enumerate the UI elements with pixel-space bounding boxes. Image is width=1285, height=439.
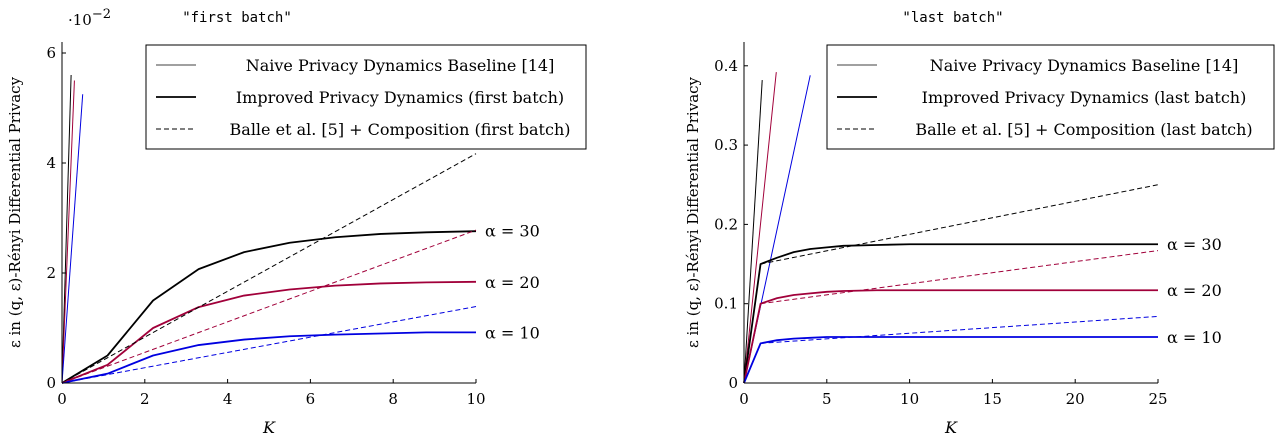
series-line-balle-alpha-10 [61, 306, 477, 384]
x-tick-label: 8 [388, 390, 398, 408]
series-line-naive-alpha-20 [743, 72, 777, 384]
legend-box [826, 44, 1275, 150]
x-tick-label: 4 [223, 390, 233, 408]
legend-label: Improved Privacy Dynamics (last batch) [922, 88, 1247, 107]
series-line-improved-alpha-20 [61, 280, 477, 384]
series-line-naive-alpha-30 [61, 74, 72, 384]
x-tick-label: 20 [1066, 390, 1085, 408]
legend-label: Balle et al. [5] + Composition (first ba… [230, 120, 571, 139]
chart-panel-1: "first batch" 0 2 4 6 8 10 0 2 4 6 Kε in (q, ε)-Rén… [6, 7, 587, 437]
series-line-improved-alpha-30 [743, 243, 1158, 384]
alpha-label: α = 30 [485, 222, 540, 241]
y-tick-label: 0.4 [714, 57, 738, 75]
x-tick-label: 15 [983, 390, 1002, 408]
chart-title: "last batch" [902, 10, 1003, 26]
legend-label: Naive Privacy Dynamics Baseline [14] [246, 56, 555, 75]
x-axis-label: K [944, 418, 958, 437]
y-axis-label: ε in (q, ε)-Rényi Differential Privacy [684, 76, 702, 348]
y-tick-label: 6 [46, 44, 56, 62]
alpha-label: α = 20 [1167, 281, 1222, 300]
y-axis-multiplier: ·10−2 [68, 7, 111, 29]
chart-title: "first batch" [182, 10, 292, 26]
x-tick-label: 25 [1148, 390, 1167, 408]
legend-label: Naive Privacy Dynamics Baseline [14] [930, 56, 1239, 75]
x-tick-label: 6 [306, 390, 316, 408]
multiplier-exponent: −2 [92, 7, 111, 22]
legend: Naive Privacy Dynamics Baseline [14] Impr… [826, 44, 1275, 150]
alpha-label: α = 30 [1167, 235, 1222, 254]
series-line-improved-alpha-10 [743, 336, 1158, 384]
y-tick-label: 0 [728, 374, 738, 392]
series-line-naive-alpha-20 [61, 80, 75, 384]
series-line-improved-alpha-20 [743, 289, 1158, 384]
alpha-label: α = 10 [1167, 328, 1222, 347]
series-line-improved-alpha-30 [61, 230, 477, 384]
y-tick-label: 0.2 [714, 215, 738, 233]
alpha-label: α = 10 [485, 323, 540, 342]
x-tick-label: 2 [140, 390, 150, 408]
series-line-naive-alpha-10 [61, 94, 84, 384]
series-line-balle-alpha-30 [61, 153, 477, 384]
legend-label: Balle et al. [5] + Composition (last bat… [915, 120, 1252, 139]
x-tick-label: 5 [822, 390, 832, 408]
series-line-improved-alpha-10 [61, 331, 476, 384]
series-line-balle-alpha-30 [760, 184, 1159, 265]
y-tick-label: 0.3 [714, 136, 738, 154]
y-tick-label: 0 [46, 374, 56, 392]
y-tick-label: 4 [46, 154, 56, 172]
x-axis-label: K [262, 418, 276, 437]
legend: Naive Privacy Dynamics Baseline [14] Impr… [145, 44, 587, 150]
alpha-label: α = 20 [485, 273, 540, 292]
series-line-balle-alpha-20 [760, 250, 1159, 305]
chart-panel-2: "last batch" 0 5 10 15 20 25 0 0.1 0.2 0.3 0.4 Kε in… [684, 10, 1275, 437]
y-tick-label: 0.1 [714, 295, 738, 313]
x-tick-label: 0 [739, 390, 749, 408]
legend-label: Improved Privacy Dynamics (first batch) [236, 88, 564, 107]
multiplier-base: ·10 [68, 11, 92, 29]
x-tick-label: 0 [57, 390, 67, 408]
series-line-naive-alpha-30 [743, 80, 763, 384]
x-tick-label: 10 [466, 390, 485, 408]
x-tick-label: 10 [900, 390, 919, 408]
y-axis-label: ε in (q, ε)-Rényi Differential Privacy [6, 76, 24, 348]
series-line-balle-alpha-20 [61, 229, 477, 384]
legend-box [145, 44, 587, 150]
series-line-balle-alpha-10 [760, 315, 1159, 344]
y-tick-label: 2 [46, 264, 56, 282]
